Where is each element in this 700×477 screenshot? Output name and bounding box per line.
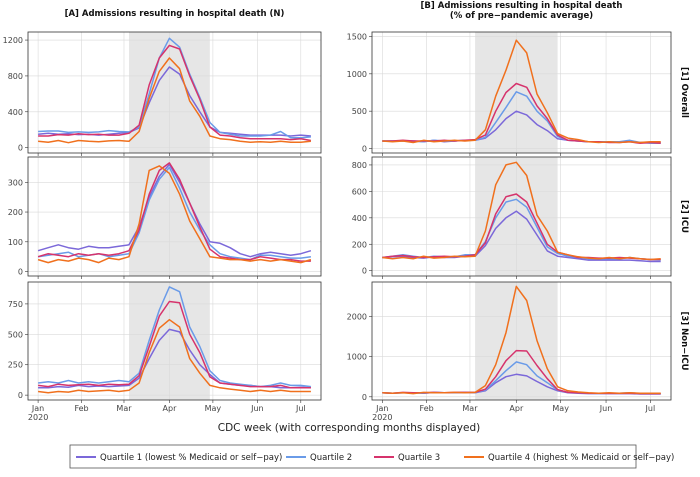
panel-border <box>27 31 322 154</box>
series-line-q2 <box>38 37 311 139</box>
x-tick-label: Jun <box>250 404 264 413</box>
panel-1-1: 0 200 400 600 800 <box>352 156 672 279</box>
legend-box <box>69 444 637 469</box>
y-tick-label: 100 <box>8 238 23 247</box>
series-line-q1 <box>37 163 312 258</box>
x-tick-label: Jul <box>295 404 306 413</box>
y-tick-label: 0 <box>362 393 367 402</box>
row-label-2: [3] Non−ICU <box>679 311 689 370</box>
y-tick-label: 400 <box>8 108 23 117</box>
y-tick-label: 500 <box>352 107 367 116</box>
x-tick-label: Jun <box>599 404 613 413</box>
series-line-q3 <box>38 44 312 142</box>
panel-0-0: 0 400 800 1200 <box>3 31 322 156</box>
column-title-0-line-0: [A] Admissions resulting in hospital dea… <box>65 9 285 19</box>
y-tick-label: 250 <box>8 361 23 370</box>
x-tick-label: Mar <box>116 404 132 413</box>
series-line-q4 <box>38 318 311 394</box>
x-tick-label: Feb <box>74 404 88 413</box>
series-line-q4 <box>382 285 661 395</box>
legend: Quartile 1 (lowest % Medicaid or self−pa… <box>69 444 674 469</box>
y-tick-label: 0 <box>18 391 23 400</box>
y-tick-label: 1200 <box>3 36 23 45</box>
y-tick-label: 0 <box>362 145 367 154</box>
y-tick-label: 1000 <box>347 353 367 362</box>
series-line-q2 <box>37 166 312 261</box>
y-tick-label: 800 <box>8 72 23 81</box>
x-tick-label: Jan <box>31 404 44 413</box>
y-tick-label: 0 <box>18 268 23 277</box>
x-tick-label-year: 2020 <box>372 413 392 422</box>
x-tick-label: Apr <box>163 404 178 413</box>
x-tick-label: Feb <box>420 404 434 413</box>
x-tick-label: Mar <box>462 404 478 413</box>
legend-label-q1: Quartile 1 (lowest % Medicaid or self−pa… <box>100 453 282 463</box>
column-title-1-line-0: [B] Admissions resulting in hospital dea… <box>421 1 623 11</box>
series-line-q4 <box>37 165 312 264</box>
y-tick-label: 750 <box>8 300 23 309</box>
y-tick-label: 0 <box>18 144 23 153</box>
x-tick-label-year: 2020 <box>28 413 48 422</box>
legend-label-q2: Quartile 2 <box>310 453 352 463</box>
y-tick-label: 2000 <box>347 313 367 322</box>
y-tick-label: 600 <box>352 187 367 196</box>
y-tick-label: 1000 <box>347 70 367 79</box>
row-label-1: [2] ICU <box>679 200 689 233</box>
panel-border <box>27 281 322 401</box>
y-tick-label: 200 <box>8 208 23 217</box>
y-tick-label: 400 <box>352 214 367 223</box>
panel-border <box>371 156 672 277</box>
y-tick-label: 1500 <box>347 32 367 41</box>
y-tick-label: 200 <box>352 240 367 249</box>
x-tick-label: May <box>205 404 222 413</box>
x-tick-label: Apr <box>509 404 524 413</box>
series-line-q4 <box>382 161 661 261</box>
y-tick-label: 800 <box>352 161 367 170</box>
series-line-q3 <box>37 162 311 262</box>
panel-0-1: 0 500 1000 1500 <box>347 31 672 156</box>
legend-label-q4: Quartile 4 (highest % Medicaid or self−p… <box>488 453 674 463</box>
y-tick-label: 500 <box>8 330 23 339</box>
panel-border <box>371 31 672 154</box>
x-axis-title: CDC week (with corresponding months disp… <box>218 422 480 434</box>
x-tick-label: Jan <box>375 404 388 413</box>
panel-border <box>371 281 672 401</box>
column-title-1-line-1: (% of pre−pandemic average) <box>450 11 593 21</box>
y-tick-label: 0 <box>362 267 367 276</box>
y-tick-label: 300 <box>8 178 23 187</box>
panel-1-0: 0 100 200 300 <box>8 156 322 279</box>
x-tick-label: May <box>552 404 569 413</box>
series-line-q4 <box>38 57 311 144</box>
series-line-q3 <box>38 300 311 389</box>
x-tick-label: Jul <box>645 404 656 413</box>
series-line-q4 <box>382 39 661 144</box>
legend-label-q3: Quartile 3 <box>398 453 440 463</box>
panel-border <box>27 156 322 277</box>
row-label-0: [1] Overall <box>679 67 689 118</box>
